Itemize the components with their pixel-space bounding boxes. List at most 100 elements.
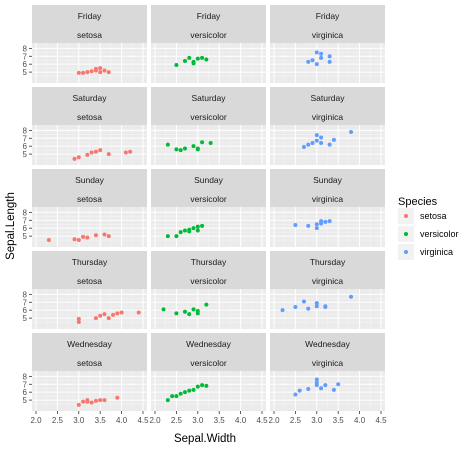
data-point xyxy=(208,141,213,146)
strip-label-day: Friday xyxy=(78,11,102,21)
data-point xyxy=(319,141,324,146)
strip-background xyxy=(270,169,385,207)
strip-label-species: setosa xyxy=(77,194,102,204)
data-point xyxy=(301,144,306,149)
x-tick-label: 2.5 xyxy=(290,416,302,425)
data-point xyxy=(182,146,187,151)
data-point xyxy=(195,384,200,389)
y-tick-label: 7 xyxy=(23,298,28,307)
data-point xyxy=(327,142,332,147)
strip-label-species: virginica xyxy=(312,30,343,40)
legend-key-dot xyxy=(404,214,408,218)
strip-background xyxy=(32,169,147,207)
strip-label-species: versicolor xyxy=(190,358,227,368)
data-point xyxy=(89,69,94,74)
strip-label-day: Sunday xyxy=(313,175,343,185)
data-point xyxy=(314,383,319,388)
data-point xyxy=(204,57,209,62)
data-point xyxy=(314,301,319,306)
strip-background xyxy=(151,87,266,125)
y-tick-label: 6 xyxy=(23,142,28,151)
legend-key-dot xyxy=(404,232,408,236)
data-point xyxy=(187,229,192,234)
strip-label-day: Friday xyxy=(316,11,340,21)
data-point xyxy=(161,307,166,312)
data-point xyxy=(102,68,107,73)
facet-strip: Thursday virginica xyxy=(270,251,385,289)
strip-label-day: Saturday xyxy=(191,93,226,103)
strip-label-species: setosa xyxy=(77,276,102,286)
data-point xyxy=(191,307,196,312)
x-tick-label: 3.0 xyxy=(311,416,323,425)
x-tick-label: 4.0 xyxy=(116,416,128,425)
facet-panel xyxy=(151,207,266,247)
strip-label-species: versicolor xyxy=(190,194,227,204)
x-tick-label: 2.0 xyxy=(149,416,161,425)
strip-label-day: Wednesday xyxy=(305,339,350,349)
data-point xyxy=(93,149,98,154)
y-tick-label: 5 xyxy=(23,68,28,77)
x-tick-label: 2.0 xyxy=(30,416,42,425)
data-point xyxy=(191,226,196,231)
y-tick-label: 6 xyxy=(23,388,28,397)
data-point xyxy=(195,311,200,316)
data-point xyxy=(76,316,81,321)
data-point xyxy=(314,304,319,309)
x-tick-label: 2.0 xyxy=(268,416,280,425)
x-tick-label: 3.5 xyxy=(95,416,107,425)
data-point xyxy=(195,224,200,229)
data-point xyxy=(106,316,111,321)
data-point xyxy=(182,59,187,64)
data-point xyxy=(106,70,111,75)
data-point xyxy=(106,234,111,239)
strip-background xyxy=(32,5,147,43)
legend: Species setosa versicolor virginica xyxy=(398,196,459,260)
data-point xyxy=(191,387,196,392)
strip-label-species: virginica xyxy=(312,194,343,204)
data-point xyxy=(306,142,311,147)
data-point xyxy=(293,305,298,310)
data-point xyxy=(119,310,124,315)
y-tick-label: 5 xyxy=(23,232,28,241)
strip-label-day: Thursday xyxy=(310,257,346,267)
y-tick-label: 5 xyxy=(23,150,28,159)
facet-strip: Friday setosa xyxy=(32,5,147,43)
data-point xyxy=(136,310,141,315)
data-point xyxy=(319,386,324,391)
data-point xyxy=(314,222,319,227)
facet-strip: Wednesday setosa xyxy=(32,333,147,371)
data-point xyxy=(85,235,90,240)
data-point xyxy=(98,313,103,318)
x-tick-label: 3.0 xyxy=(73,416,85,425)
data-point xyxy=(182,390,187,395)
strip-label-species: setosa xyxy=(77,30,102,40)
strip-background xyxy=(270,5,385,43)
y-tick-label: 8 xyxy=(23,290,28,299)
data-point xyxy=(187,388,192,393)
data-point xyxy=(349,294,354,299)
data-point xyxy=(293,392,298,397)
x-tick-label: 4.5 xyxy=(375,416,387,425)
data-point xyxy=(306,223,311,228)
strip-background xyxy=(32,333,147,371)
y-tick-label: 5 xyxy=(23,396,28,405)
data-point xyxy=(46,238,51,243)
data-point xyxy=(178,230,183,235)
facet-panel xyxy=(151,43,266,83)
data-point xyxy=(314,138,319,143)
data-point xyxy=(93,398,98,403)
facet-panel xyxy=(151,371,266,411)
x-tick-label: 4.5 xyxy=(137,416,149,425)
data-point xyxy=(174,394,179,399)
data-point xyxy=(314,62,319,67)
facet-panel xyxy=(32,371,147,411)
data-point xyxy=(319,55,324,60)
legend-label: setosa xyxy=(420,211,447,221)
data-point xyxy=(165,234,170,239)
facet-strip: Sunday setosa xyxy=(32,169,147,207)
data-point xyxy=(76,70,81,75)
data-point xyxy=(182,309,187,314)
data-point xyxy=(301,299,306,304)
data-point xyxy=(314,133,319,138)
